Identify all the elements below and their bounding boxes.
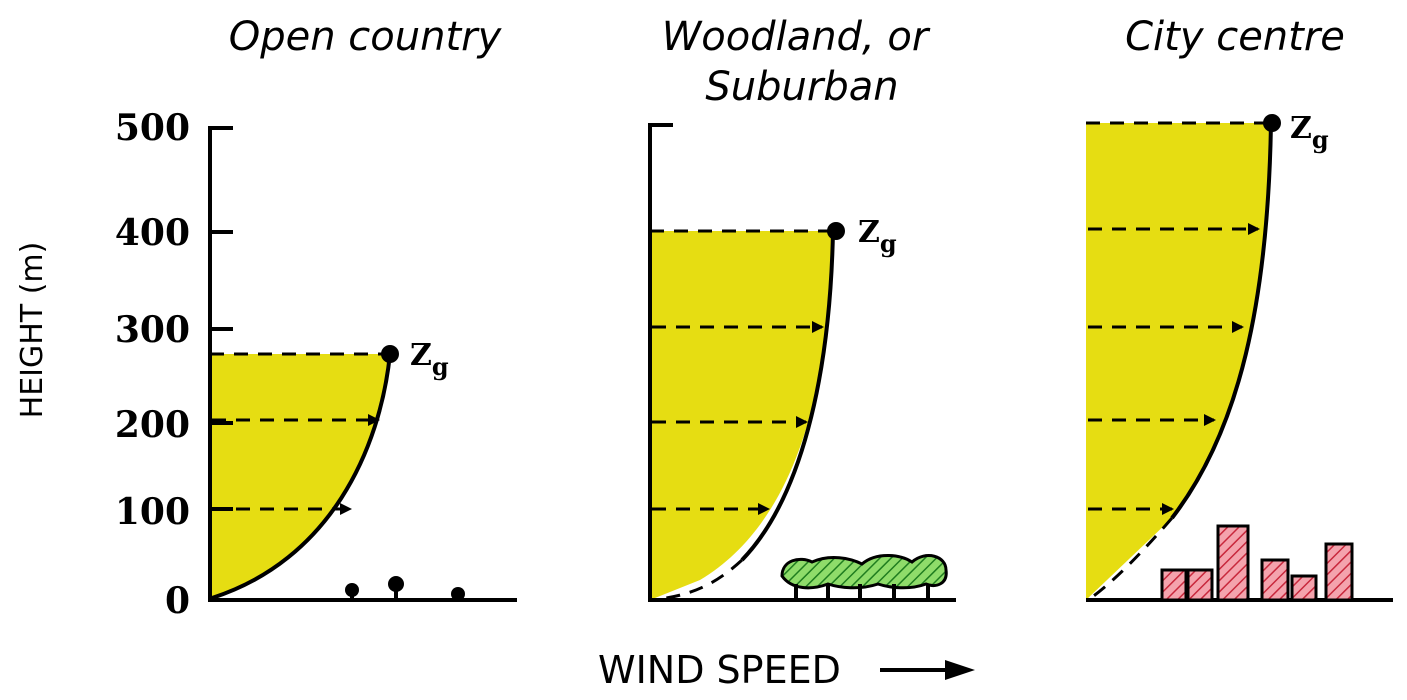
right-arrow-icon bbox=[880, 660, 975, 680]
x-axis-label: WIND SPEED bbox=[598, 648, 841, 692]
woodland-trees-icon bbox=[780, 554, 948, 600]
city-buildings-icon bbox=[1160, 524, 1354, 602]
velocity-profile-curve bbox=[1170, 122, 1273, 520]
gradient-height-label: Zg bbox=[410, 338, 449, 381]
y-axis-label: HEIGHT (m) bbox=[15, 242, 50, 419]
velocity-profile-fill bbox=[650, 231, 833, 600]
panel-woodland-suburban: Woodland, or Suburban Zg bbox=[648, 14, 956, 602]
panel-title: City centre bbox=[1125, 14, 1345, 60]
gradient-height-label: Zg bbox=[858, 215, 897, 258]
y-tick-label: 0 bbox=[165, 580, 190, 622]
gradient-height-marker bbox=[381, 345, 399, 363]
axes bbox=[208, 126, 517, 602]
velocity-profile-curve bbox=[211, 353, 392, 600]
panel-title: Suburban bbox=[705, 64, 898, 110]
y-tick-label: 500 bbox=[115, 107, 190, 149]
velocity-profile-fill bbox=[210, 354, 390, 600]
gradient-height-label: Zg bbox=[1290, 111, 1329, 154]
velocity-profile-dashed bbox=[651, 558, 744, 602]
panel-title: Open country bbox=[229, 14, 503, 60]
panel-open-country: Open country Zg bbox=[208, 14, 517, 602]
gradient-height-marker bbox=[827, 222, 845, 240]
panel-title: Woodland, or bbox=[662, 14, 931, 60]
gradient-height-marker bbox=[1263, 114, 1281, 132]
open-country-shrubs-icon bbox=[345, 576, 465, 601]
velocity-profile-fill bbox=[1086, 123, 1271, 600]
y-tick-label: 300 bbox=[115, 309, 190, 351]
velocity-profile-dashed bbox=[1087, 517, 1174, 602]
y-tick-label: 200 bbox=[115, 404, 190, 446]
axes bbox=[648, 123, 956, 602]
panel-city-centre: City centre Zg bbox=[1086, 14, 1393, 602]
y-tick-label: 100 bbox=[115, 491, 190, 533]
velocity-profile-curve bbox=[740, 230, 835, 562]
y-tick-label: 400 bbox=[115, 212, 190, 254]
